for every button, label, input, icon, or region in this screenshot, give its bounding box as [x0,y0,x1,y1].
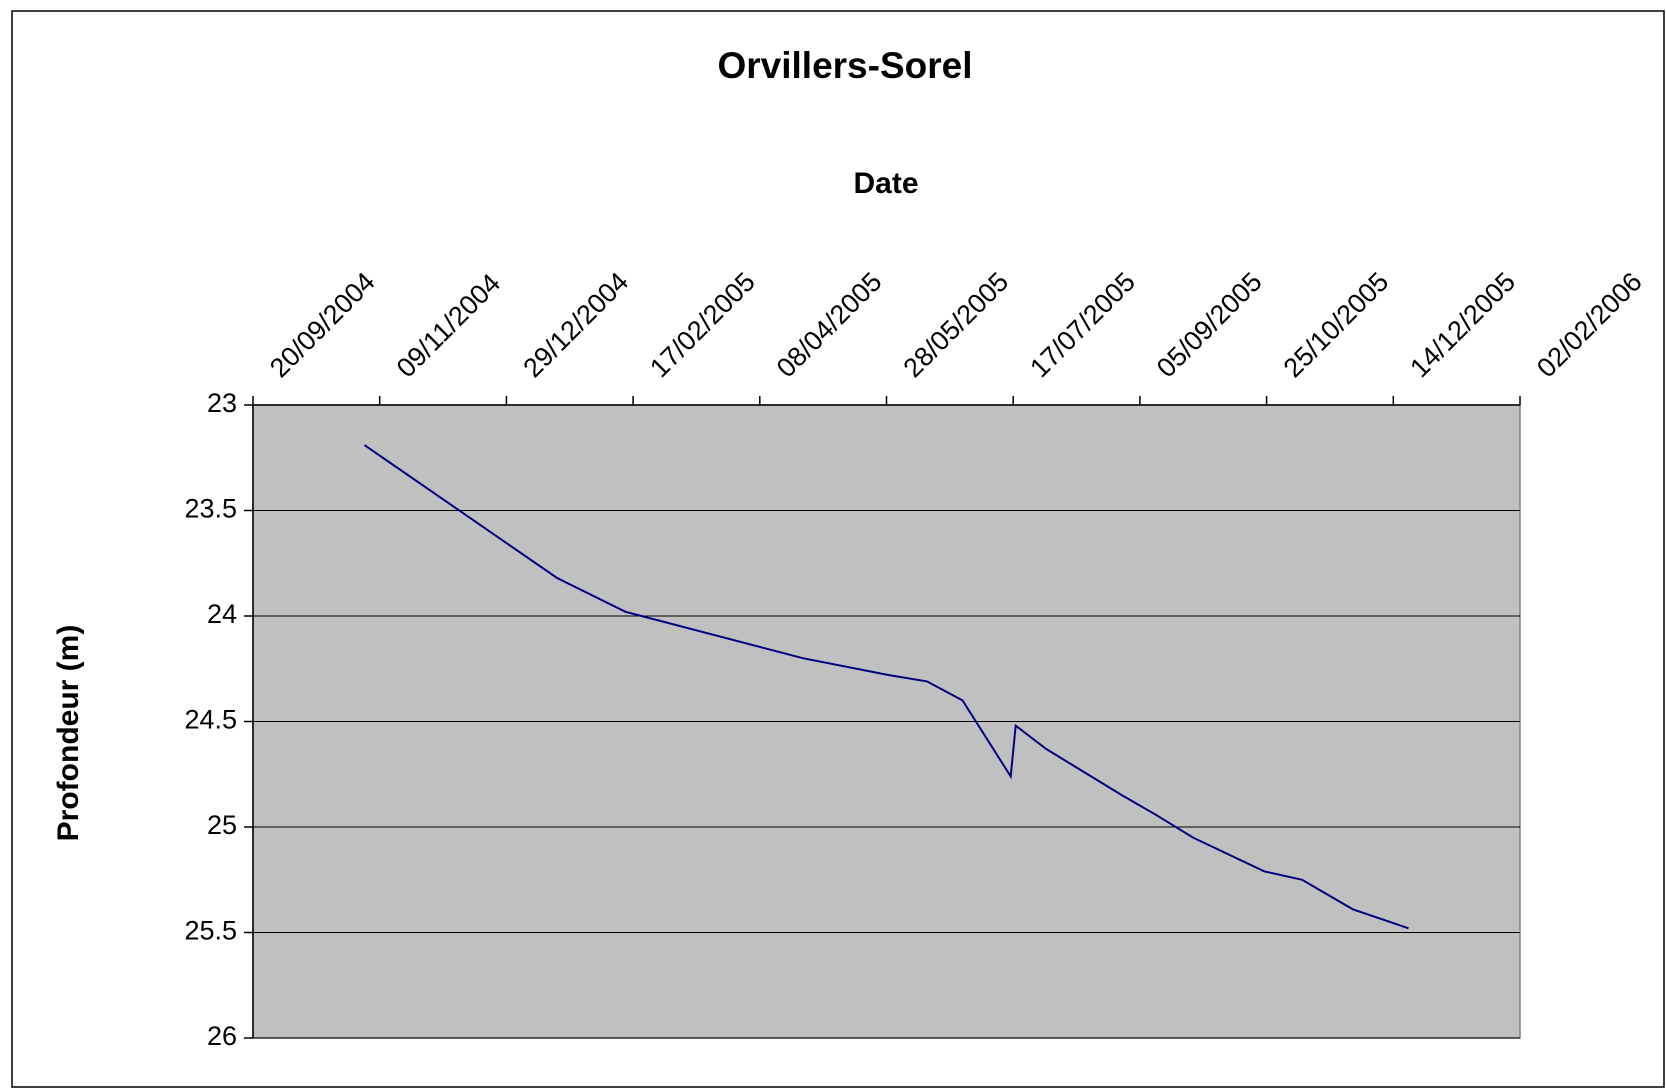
x-axis-label: Date [853,167,918,200]
y-tick-label: 24 [207,599,237,629]
y-tick-label: 23.5 [184,494,237,524]
y-tick-label: 25.5 [184,916,237,946]
chart-title: Orvillers-Sorel [717,45,972,86]
y-tick-label: 23 [207,388,237,418]
y-tick-label: 25 [207,810,237,840]
y-tick-label: 24.5 [184,705,237,735]
y-tick-label: 26 [207,1021,237,1051]
y-axis-label: Profondeur (m) [52,625,85,842]
data-line [363,444,1409,930]
